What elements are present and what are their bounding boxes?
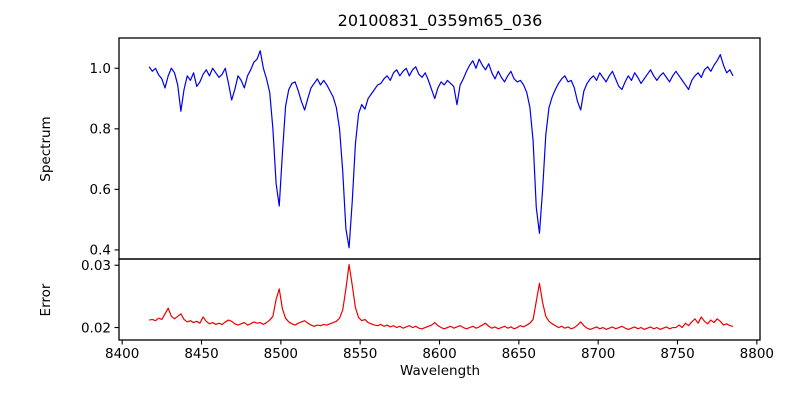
spectrum-y-tick-label: 0.8 (90, 122, 111, 138)
chart-title: 20100831_0359m65_036 (337, 11, 543, 30)
x-tick-label: 8750 (660, 346, 694, 362)
spectrum-y-tick-label: 1.0 (90, 61, 111, 77)
error-y-tick-label: 0.02 (81, 320, 111, 336)
x-tick-label: 8550 (343, 346, 377, 362)
x-tick-label: 8500 (264, 346, 298, 362)
error-y-axis-label: Error (38, 283, 54, 317)
x-tick-label: 8700 (581, 346, 615, 362)
x-tick-label: 8600 (422, 346, 456, 362)
x-tick-label: 8400 (105, 346, 139, 362)
spectrum-y-axis-label: Spectrum (38, 116, 54, 182)
spectrum-y-tick-label: 0.4 (90, 243, 111, 259)
x-tick-label: 8450 (184, 346, 218, 362)
x-tick-label: 8650 (502, 346, 536, 362)
spectrum-y-tick-label: 0.6 (90, 182, 111, 198)
error-y-tick-label: 0.03 (81, 258, 111, 274)
x-axis-label: Wavelength (399, 363, 481, 379)
error-line (149, 264, 734, 331)
x-tick-label: 8800 (740, 346, 774, 362)
spectrum-line (148, 50, 734, 249)
